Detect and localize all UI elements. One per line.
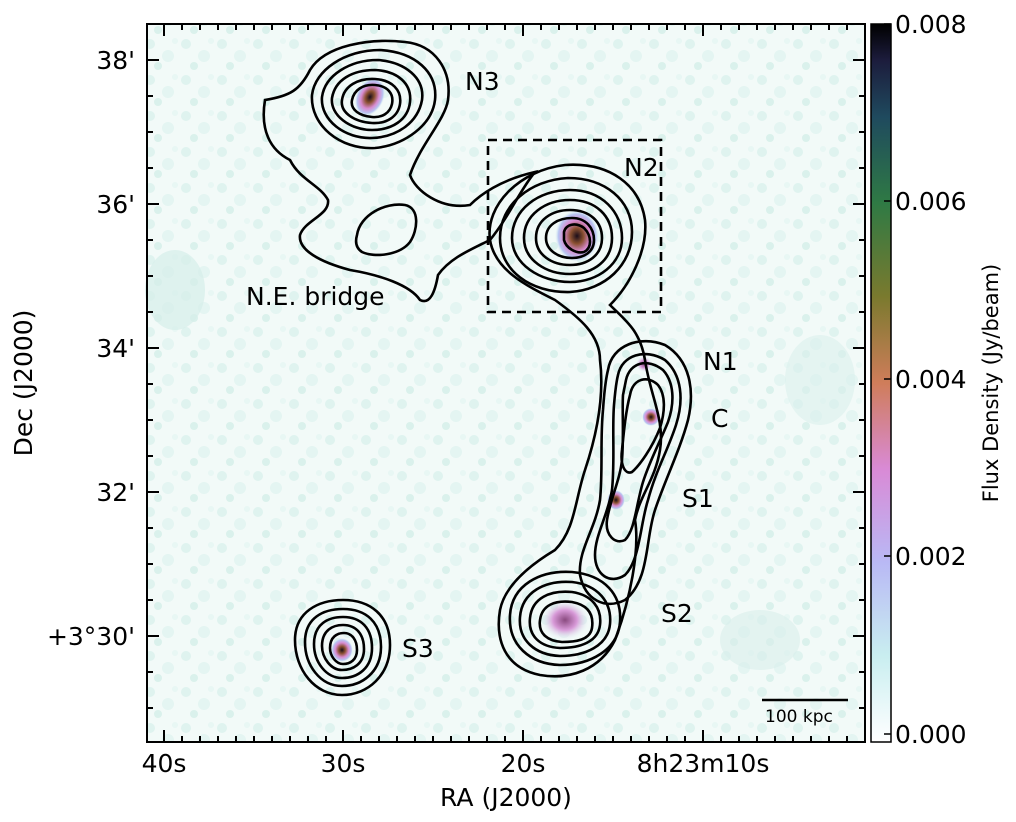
source-label-N3: N3 bbox=[465, 67, 500, 96]
source-label-C: C bbox=[711, 404, 728, 433]
y-tick-label: 32' bbox=[96, 478, 135, 507]
y-axis-label: Dec (J2000) bbox=[9, 310, 38, 457]
image-panel: N3 N2 N.E. bridge N1 C S1 S2 S3 100 kpc bbox=[145, 23, 866, 743]
source-emission-C bbox=[642, 408, 660, 426]
source-emission-S2 bbox=[541, 600, 589, 640]
y-tick-labels: 38' 36' 34' 32' +3°30' bbox=[47, 46, 135, 651]
source-label-S2: S2 bbox=[661, 599, 693, 628]
source-label-N1: N1 bbox=[703, 347, 738, 376]
source-label-S1: S1 bbox=[682, 484, 714, 513]
zoom-region-box bbox=[486, 138, 663, 314]
y-tick-label: 36' bbox=[96, 190, 135, 219]
colorbar: 0.008 0.006 0.004 0.002 0.000 Flux Densi… bbox=[870, 10, 1003, 749]
x-tick-label: 40s bbox=[142, 749, 187, 778]
source-emission-S3 bbox=[331, 638, 353, 662]
source-label-ne-bridge: N.E. bridge bbox=[246, 282, 385, 311]
x-tick-label: 20s bbox=[501, 749, 546, 778]
source-label-N2: N2 bbox=[624, 153, 659, 182]
y-tick-label: 38' bbox=[96, 46, 135, 75]
axis-ticks bbox=[147, 24, 865, 742]
colorbar-gradient bbox=[870, 23, 892, 743]
y-tick-label: +3°30' bbox=[47, 622, 135, 651]
contours bbox=[262, 39, 693, 697]
colorbar-tick-label: 0.008 bbox=[895, 10, 967, 39]
colorbar-label: Flux Density (Jy/beam) bbox=[979, 264, 1003, 503]
x-axis-label: RA (J2000) bbox=[440, 783, 572, 812]
colorbar-tick-label: 0.000 bbox=[895, 720, 967, 749]
colorbar-tick-label: 0.006 bbox=[895, 187, 967, 216]
colorbar-tick-label: 0.004 bbox=[895, 365, 967, 394]
scale-bar-label: 100 kpc bbox=[765, 707, 833, 727]
x-tick-label: 30s bbox=[321, 749, 366, 778]
colorbar-tick-label: 0.002 bbox=[895, 542, 967, 571]
y-tick-label: 34' bbox=[96, 334, 135, 363]
source-label-S3: S3 bbox=[402, 634, 434, 663]
x-tick-labels: 40s 30s 20s 8h23m10s bbox=[142, 749, 770, 778]
x-tick-label: 8h23m10s bbox=[637, 749, 770, 778]
